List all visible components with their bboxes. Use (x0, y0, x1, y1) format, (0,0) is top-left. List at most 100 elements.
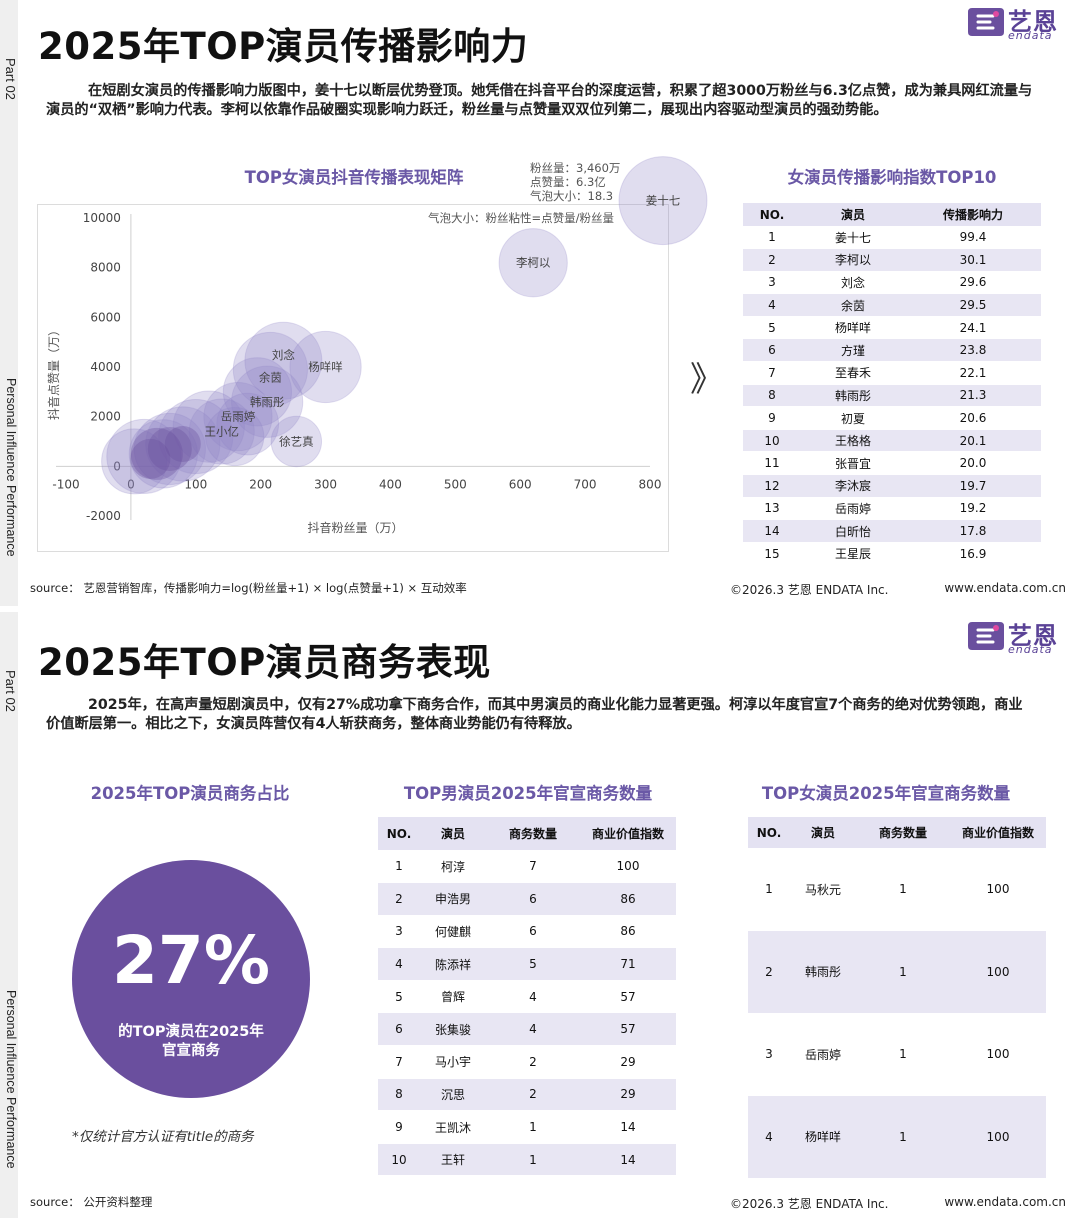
table-cell: 至春禾 (801, 361, 905, 385)
table-cell: 6 (486, 882, 580, 916)
table-cell: 20.1 (905, 429, 1041, 453)
table-cell: 张集骏 (420, 1012, 486, 1047)
table-cell: 王凯沐 (420, 1110, 486, 1144)
table-row: 2 申浩男 6 86 (378, 882, 676, 916)
table-cell: 21.3 (905, 384, 1041, 408)
table-cell: 6 (743, 338, 801, 363)
source-note: source： 艺恩营销智库，传播影响力=log(粉丝量+1) × log(点赞… (30, 581, 467, 595)
bubble-point (101, 428, 168, 495)
y-tick-label: 10000 (83, 211, 121, 225)
col-actor: 演员 (790, 817, 856, 848)
table-cell: 柯淳 (420, 850, 486, 884)
y-tick-label: 4000 (90, 360, 121, 374)
bubble-point (289, 330, 362, 404)
x-axis-label: 抖音粉丝量（万） (308, 520, 404, 535)
table-cell: 11 (743, 451, 801, 476)
female-table-title: TOP女演员2025年官宣商务数量 (761, 784, 1011, 803)
table-cell: 5 (743, 316, 801, 340)
y-tick-label: 6000 (90, 310, 121, 324)
bubble-point (172, 390, 245, 463)
table-cell: 86 (580, 915, 676, 949)
bubble-point (216, 392, 280, 456)
table-cell: 1 (486, 1110, 580, 1144)
table-cell: 1 (486, 1143, 580, 1177)
bubble-point (164, 425, 201, 462)
table-row: 3 刘念 29.6 (743, 271, 1041, 295)
website-link[interactable]: www.endata.com.cn (944, 1195, 1066, 1209)
male-table: NO. 演员 商务数量 商业价值指数 1 柯淳 7 100 2 申浩男 6 86 3 何健麒 6 86… (378, 817, 676, 1177)
table-row: 1 姜十七 99.4 (743, 226, 1041, 250)
endata-logo: 艺恩 endata (966, 2, 1066, 42)
female-table: NO. 演员 商务数量 商业价值指数 1 马秋元 1 100 2 韩雨彤 1 100 3 岳雨婷 1… (748, 817, 1046, 1179)
table-row: 7 至春禾 22.1 (743, 361, 1041, 385)
table-cell: 1 (378, 850, 420, 884)
bubble-point (231, 365, 304, 438)
table-cell: 15 (743, 542, 801, 566)
table-header-row: NO. 演员 商务数量 商业价值指数 (748, 817, 1046, 848)
table-cell: 19.7 (905, 474, 1041, 498)
col-deals: 商务数量 (486, 817, 580, 850)
table-cell: 余茵 (801, 293, 905, 317)
y-axis-label: 抖音点赞量（万） (46, 324, 61, 420)
section-influence: Part 02 Personal Influence Performance 2… (0, 0, 1080, 606)
table-cell: 张晋宜 (801, 451, 905, 476)
table-row: 1 马秋元 1 100 (748, 848, 1046, 931)
col-value: 商业价值指数 (950, 817, 1046, 848)
table-row: 2 李柯以 30.1 (743, 248, 1041, 272)
endata-logo-icon (968, 8, 1004, 36)
jiang-callout: 点赞量：6.3亿 (530, 175, 606, 189)
table-cell: 100 (950, 1095, 1046, 1179)
table-row: 11 张晋宜 20.0 (743, 451, 1041, 476)
bubble-point (232, 331, 308, 408)
table-row: 15 王星辰 16.9 (743, 542, 1041, 566)
table-cell: 12 (743, 474, 801, 498)
table-cell: 马小宇 (420, 1045, 486, 1079)
y-tick-label: 0 (113, 459, 121, 473)
table-cell: 7 (486, 850, 580, 884)
table-cell: 6 (378, 1012, 420, 1047)
table-cell: 岳雨婷 (790, 1013, 856, 1096)
logo-text-cn: 艺恩 (1008, 622, 1058, 650)
website-link[interactable]: www.endata.com.cn (944, 581, 1066, 595)
table-cell: 14 (580, 1143, 676, 1177)
table-cell: 16.9 (905, 542, 1041, 566)
table-row: 1 柯淳 7 100 (378, 850, 676, 884)
table-row: 8 沉思 2 29 (378, 1078, 676, 1112)
bubble-label: 韩雨彤 (250, 395, 285, 409)
table-cell: 2 (486, 1045, 580, 1079)
table-row: 3 岳雨婷 1 100 (748, 1013, 1046, 1096)
table-cell: 10 (378, 1143, 420, 1177)
table-cell: 1 (743, 226, 801, 250)
table-row: 10 王轩 1 14 (378, 1143, 676, 1177)
col-deals: 商务数量 (856, 817, 950, 848)
table-cell: 1 (856, 1095, 950, 1179)
bubble-point (498, 228, 568, 298)
table-row: 13 岳雨婷 19.2 (743, 497, 1041, 521)
table-cell: 杨咩咩 (790, 1095, 856, 1179)
table-cell: 20.6 (905, 406, 1041, 430)
x-tick-label: 500 (444, 477, 467, 491)
table-cell: 刘念 (801, 271, 905, 295)
bubble-point (244, 321, 323, 400)
table-cell: 4 (486, 980, 580, 1014)
x-tick-label: 300 (314, 477, 337, 491)
table-cell: 29.6 (905, 271, 1041, 295)
y-tick-label: 2000 (90, 410, 121, 424)
table-cell: 沉思 (420, 1078, 486, 1112)
table-cell: 2 (486, 1078, 580, 1112)
table-cell: 22.1 (905, 361, 1041, 385)
share-caption-line2: 官宣商务 (162, 1043, 220, 1059)
table-cell: 1 (748, 848, 790, 931)
bubble-chart: -100 0 100 200 300 400 500 600 700 800 10000 8000 60… (46, 156, 708, 535)
table-row: 8 韩雨彤 21.3 (743, 384, 1041, 408)
table-cell: 陈添祥 (420, 947, 486, 981)
logo-text-en: endata (1008, 643, 1053, 656)
table-cell: 8 (743, 384, 801, 408)
bubble-point (128, 419, 198, 489)
table-cell: 24.1 (905, 316, 1041, 340)
table-cell: 初夏 (801, 406, 905, 430)
table-row: 12 李沐宸 19.7 (743, 474, 1041, 498)
x-tick-label: 200 (249, 477, 272, 491)
chart-frame (37, 204, 669, 552)
table-cell: 李柯以 (801, 248, 905, 272)
